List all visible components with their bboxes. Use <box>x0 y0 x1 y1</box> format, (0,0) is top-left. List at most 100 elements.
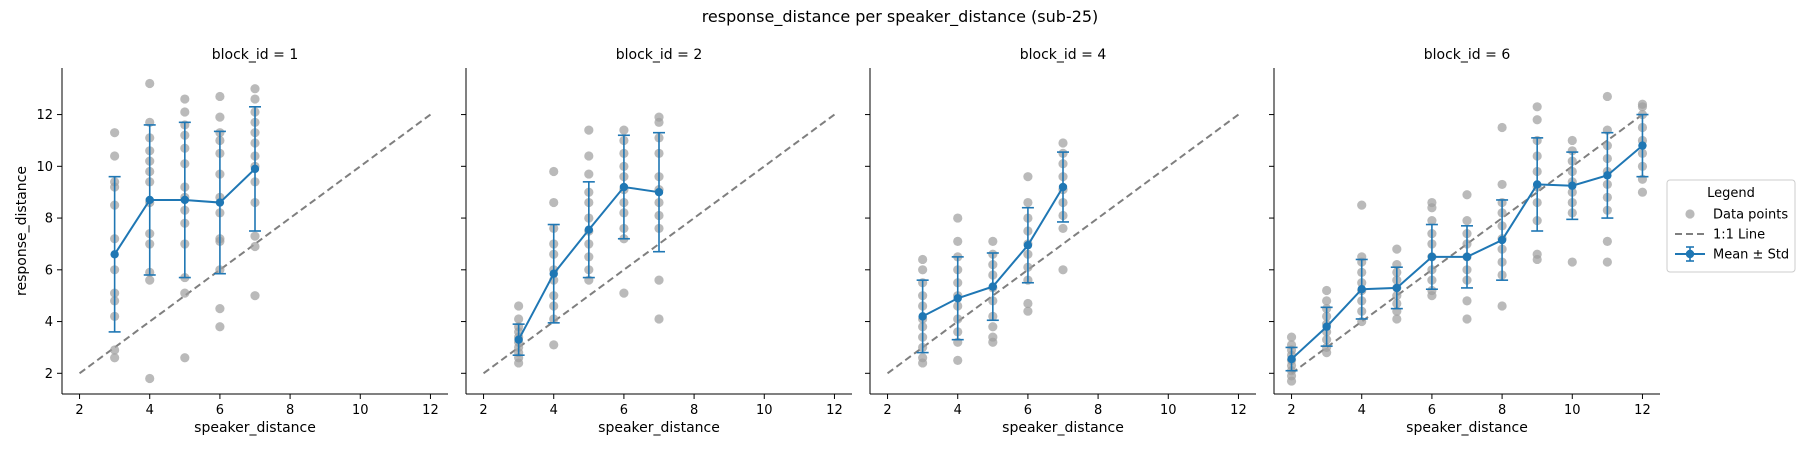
mean-marker <box>1568 181 1577 190</box>
mean-marker <box>1357 285 1366 294</box>
data-point <box>1392 244 1402 254</box>
data-point <box>215 112 225 122</box>
data-point <box>1322 342 1332 353</box>
x-tick-label: 8 <box>1498 403 1506 418</box>
x-tick-label: 4 <box>954 403 962 418</box>
mean-marker <box>145 195 154 205</box>
x-axis-label: speaker_distance <box>194 420 316 436</box>
data-point <box>1322 296 1332 306</box>
data-point <box>619 125 629 135</box>
data-point <box>988 332 998 342</box>
data-point <box>180 353 190 363</box>
data-point <box>250 241 260 252</box>
mean-marker <box>514 335 523 344</box>
x-tick-label: 8 <box>1094 403 1102 418</box>
mean-marker <box>654 187 664 197</box>
data-point <box>1637 99 1648 109</box>
data-point <box>918 265 928 275</box>
data-point <box>1567 257 1577 267</box>
mean-marker <box>1497 235 1507 245</box>
data-point <box>953 213 963 223</box>
mean-marker <box>1462 252 1472 262</box>
x-tick-label: 12 <box>422 403 439 418</box>
data-point <box>1497 301 1507 311</box>
panel-title: block_id = 1 <box>212 47 298 63</box>
data-point <box>1023 306 1033 316</box>
data-point <box>1602 236 1612 246</box>
y-tick-label: 2 <box>45 367 53 382</box>
mean-marker <box>1532 180 1542 189</box>
y-tick-label: 6 <box>45 263 53 278</box>
data-point <box>1497 179 1507 190</box>
mean-marker <box>1427 252 1437 262</box>
mean-marker <box>953 294 962 303</box>
data-point <box>1427 285 1437 296</box>
data-point <box>988 236 998 246</box>
data-point <box>1023 172 1033 182</box>
legend-label-identity: 1:1 Line <box>1713 228 1765 243</box>
data-point <box>1357 200 1367 210</box>
x-tick-label: 2 <box>1287 403 1295 418</box>
x-tick-label: 4 <box>146 403 154 418</box>
mean-marker <box>215 198 225 207</box>
x-tick-label: 8 <box>690 403 698 418</box>
legend-handle-mean-marker <box>1685 249 1695 259</box>
x-tick-label: 6 <box>216 403 224 418</box>
data-point <box>988 322 998 332</box>
data-point <box>1532 249 1542 259</box>
data-point <box>619 288 629 298</box>
x-tick-label: 12 <box>1634 403 1651 418</box>
y-tick-label: 4 <box>45 315 53 330</box>
mean-marker <box>1287 354 1296 364</box>
data-point <box>549 340 559 350</box>
mean-marker <box>180 195 190 205</box>
data-point <box>1023 197 1033 208</box>
mean-marker <box>1023 241 1033 250</box>
mean-marker <box>988 282 998 291</box>
data-point <box>654 112 664 122</box>
mean-marker <box>250 164 260 174</box>
mean-marker <box>584 225 594 234</box>
data-point <box>1427 216 1437 226</box>
data-point <box>584 125 594 135</box>
mean-marker <box>1058 182 1068 192</box>
data-point <box>584 151 594 161</box>
data-point <box>180 107 190 117</box>
data-point <box>1058 265 1068 275</box>
data-point <box>1532 102 1542 112</box>
data-point <box>1532 115 1542 125</box>
x-tick-label: 4 <box>550 403 558 418</box>
data-point <box>250 94 260 104</box>
data-point <box>110 345 120 355</box>
x-tick-label: 6 <box>620 403 628 418</box>
data-point <box>549 197 559 208</box>
data-point <box>250 291 260 301</box>
data-point <box>549 166 559 177</box>
identity-line <box>482 113 836 375</box>
x-axis-label: speaker_distance <box>1002 420 1124 436</box>
data-point <box>1497 122 1507 133</box>
mean-marker <box>619 182 629 192</box>
legend-handle-points <box>1685 209 1695 219</box>
data-point <box>110 151 120 161</box>
x-tick-label: 12 <box>826 403 843 418</box>
panel-3: block_id = 4 2 4 6 8 10 12 speaker_distance <box>865 47 1256 436</box>
mean-marker <box>1638 141 1647 150</box>
data-point <box>514 314 524 324</box>
panel-title: block_id = 6 <box>1424 47 1511 63</box>
panel-title: block_id = 2 <box>616 47 702 63</box>
data-point <box>1058 223 1068 234</box>
data-point <box>918 254 928 265</box>
data-point <box>584 169 594 179</box>
data-point <box>1058 138 1068 148</box>
data-point <box>215 91 225 102</box>
data-point <box>514 301 524 311</box>
legend-title: Legend <box>1707 186 1755 201</box>
panel-4: block_id = 6 2 4 6 8 10 12 speaker_distance <box>1269 47 1660 436</box>
data-point <box>215 304 225 314</box>
identity-line <box>78 113 432 375</box>
identity-line <box>1290 113 1644 375</box>
x-tick-label: 12 <box>1230 403 1247 418</box>
